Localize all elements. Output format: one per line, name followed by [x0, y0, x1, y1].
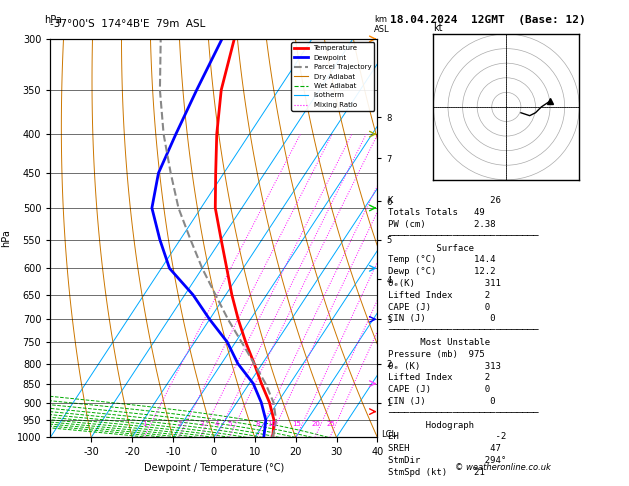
Text: 18.04.2024  12GMT  (Base: 12): 18.04.2024 12GMT (Base: 12): [390, 15, 586, 25]
Text: 3: 3: [199, 421, 204, 427]
Text: 15: 15: [292, 421, 301, 427]
Text: 1: 1: [142, 421, 147, 427]
X-axis label: Dewpoint / Temperature (°C): Dewpoint / Temperature (°C): [144, 463, 284, 473]
Text: -37°00'S  174°4B'E  79m  ASL: -37°00'S 174°4B'E 79m ASL: [50, 19, 206, 29]
Legend: Temperature, Dewpoint, Parcel Trajectory, Dry Adiabat, Wet Adiabat, Isotherm, Mi: Temperature, Dewpoint, Parcel Trajectory…: [291, 42, 374, 111]
Text: K                  26
Totals Totals   49
PW (cm)         2.38
──────────────────: K 26 Totals Totals 49 PW (cm) 2.38 ─────…: [389, 196, 539, 486]
Text: kt: kt: [433, 23, 443, 33]
Text: km
ASL: km ASL: [374, 15, 390, 34]
Text: LCL: LCL: [381, 430, 396, 438]
Text: 10: 10: [267, 421, 276, 427]
Text: © weatheronline.co.uk: © weatheronline.co.uk: [455, 463, 551, 471]
Y-axis label: hPa: hPa: [1, 229, 11, 247]
Text: 20: 20: [311, 421, 320, 427]
Text: hPa: hPa: [44, 15, 62, 25]
Text: 25: 25: [326, 421, 335, 427]
Text: 5: 5: [228, 421, 232, 427]
Text: 2: 2: [177, 421, 182, 427]
Text: 4: 4: [215, 421, 220, 427]
Text: 8: 8: [255, 421, 260, 427]
